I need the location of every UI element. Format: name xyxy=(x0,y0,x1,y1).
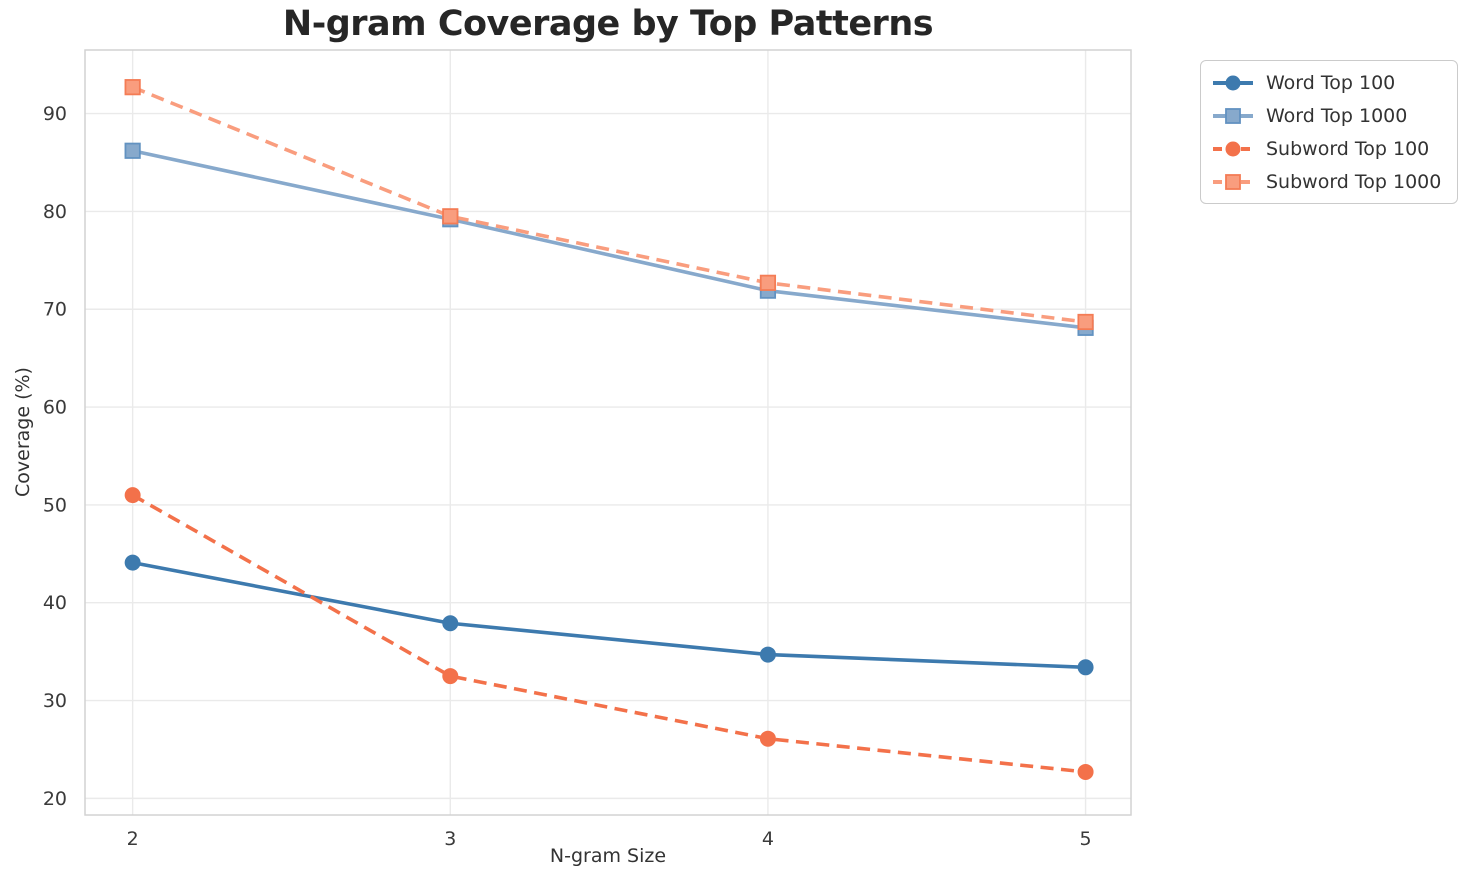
data-point-marker xyxy=(1077,659,1094,676)
data-point-marker xyxy=(124,554,141,571)
legend-item-word-top-100: Word Top 100 xyxy=(1211,66,1441,99)
legend-label: Word Top 100 xyxy=(1266,71,1396,94)
chart-title: N-gram Coverage by Top Patterns xyxy=(282,4,934,44)
legend-handle-marker xyxy=(1225,141,1241,156)
legend-label: Subword Top 1000 xyxy=(1266,170,1442,193)
y-axis-label: Coverage (%) xyxy=(12,367,34,497)
legend-item-subword-top-1000: Subword Top 1000 xyxy=(1211,165,1441,198)
legend-line-square-icon xyxy=(1213,107,1253,124)
data-point-marker xyxy=(759,274,777,291)
x-tick-label: 3 xyxy=(444,828,456,850)
series-line-3 xyxy=(131,85,1086,324)
legend-label: Word Top 1000 xyxy=(1266,104,1408,127)
y-tick-label: 50 xyxy=(43,494,67,516)
y-tick-label: 60 xyxy=(43,397,67,419)
x-tick-label: 5 xyxy=(1080,828,1092,850)
data-point-marker xyxy=(1077,313,1094,331)
x-tick-label: 4 xyxy=(762,828,774,850)
legend-handle-marker xyxy=(1225,173,1241,190)
y-tick-label: 30 xyxy=(43,690,67,712)
x-axis-label: N-gram Size xyxy=(549,845,667,867)
legend-dashed-line-square-icon xyxy=(1213,173,1253,190)
x-tick-label: 2 xyxy=(127,828,139,850)
data-point-marker xyxy=(442,208,459,225)
data-point-marker xyxy=(124,79,141,96)
legend-handle-marker xyxy=(1225,75,1241,90)
legend-line-circle-icon xyxy=(1213,75,1253,90)
series-line-2 xyxy=(131,493,1086,774)
legend-item-word-top-1000: Word Top 1000 xyxy=(1211,99,1441,132)
legend-handle-marker xyxy=(1225,107,1241,124)
y-tick-label: 40 xyxy=(43,592,67,614)
data-point-marker xyxy=(124,487,141,504)
legend: Word Top 100 Word Top 1000 Subword Top 1… xyxy=(1200,60,1459,204)
legend-label: Subword Top 100 xyxy=(1266,137,1430,160)
data-point-marker xyxy=(759,730,776,747)
data-point-marker xyxy=(442,615,459,632)
legend-dashed-line-circle-icon xyxy=(1213,141,1253,156)
y-tick-label: 90 xyxy=(43,103,67,125)
data-point-marker xyxy=(759,646,776,663)
y-tick-label: 70 xyxy=(43,299,67,321)
y-tick-label: 80 xyxy=(43,201,67,223)
plot-frame xyxy=(84,49,1132,816)
data-point-marker xyxy=(442,668,459,685)
series-line-0 xyxy=(132,560,1086,670)
legend-item-subword-top-100: Subword Top 100 xyxy=(1211,132,1441,165)
data-point-marker xyxy=(1077,763,1094,780)
y-tick-label: 20 xyxy=(43,788,67,810)
series-line-1 xyxy=(132,149,1086,330)
data-point-marker xyxy=(124,142,141,159)
